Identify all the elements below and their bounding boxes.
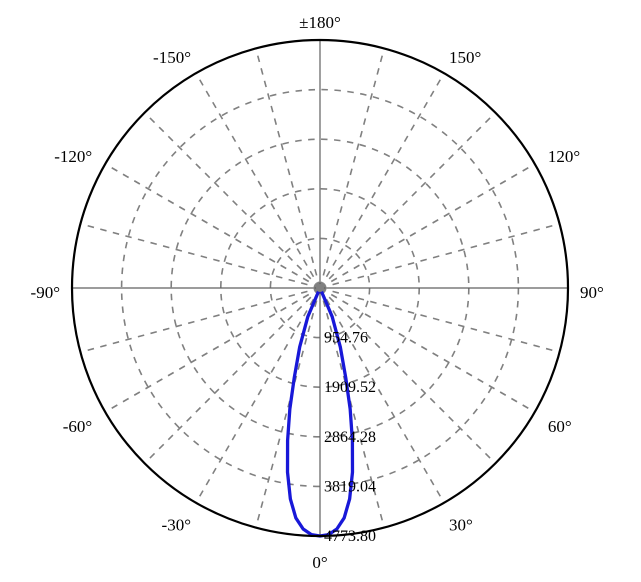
angle-label: -90° xyxy=(31,283,60,302)
angle-label: ±180° xyxy=(299,13,341,32)
angle-label: 60° xyxy=(548,417,572,436)
angle-label: -120° xyxy=(54,147,92,166)
radial-label: 3819.04 xyxy=(324,478,376,495)
center-dot xyxy=(316,284,324,292)
radial-label: 4773.80 xyxy=(324,528,376,545)
angle-label: 150° xyxy=(449,48,481,67)
angle-label: -60° xyxy=(63,417,92,436)
angle-label: -30° xyxy=(162,516,191,535)
angle-label: 0° xyxy=(312,553,327,572)
angle-label: -150° xyxy=(153,48,191,67)
polar-intensity-chart: 0° 30° 60° 90° 120° 150° ±180° -150° -120° -90° -6… xyxy=(0,0,641,582)
angle-label: 120° xyxy=(548,147,580,166)
angle-label: 30° xyxy=(449,516,473,535)
radial-label: 954.76 xyxy=(324,330,368,347)
angle-label: 90° xyxy=(580,283,604,302)
radial-label: 2864.28 xyxy=(324,429,376,446)
radial-label: 1909.52 xyxy=(324,379,376,396)
